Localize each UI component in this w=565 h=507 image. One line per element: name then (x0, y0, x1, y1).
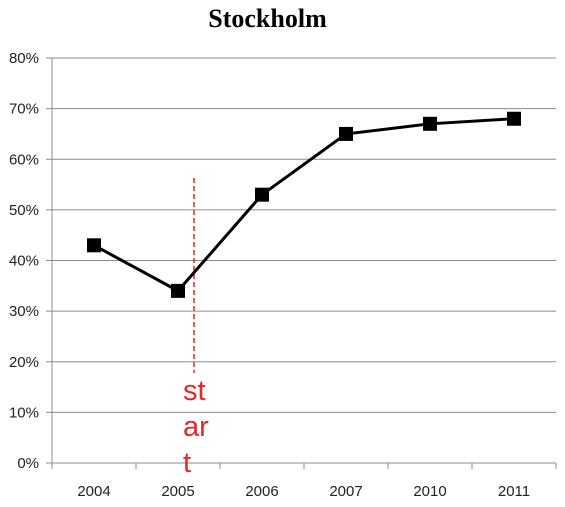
x-tick-label: 2011 (498, 483, 530, 500)
y-tick-label: 30% (9, 303, 39, 320)
x-tick-label: 2007 (329, 483, 362, 500)
data-point (255, 187, 269, 202)
y-tick-label: 20% (9, 354, 39, 371)
data-point (507, 111, 521, 126)
y-tick-label: 0% (17, 455, 39, 472)
annotation-text: st (183, 375, 206, 407)
data-point (423, 116, 437, 131)
data-point (339, 126, 353, 141)
series-line (93, 117, 515, 293)
y-tick-label: 70% (9, 101, 39, 118)
data-point (171, 283, 185, 298)
x-tick-label: 2006 (245, 483, 278, 500)
y-tick-label: 10% (9, 404, 39, 421)
annotation-text: t (183, 447, 191, 479)
x-tick-label: 2005 (161, 483, 194, 500)
x-tick-label: 2004 (77, 483, 110, 500)
chart-title: Stockholm (208, 4, 327, 33)
y-tick-label: 40% (9, 253, 39, 270)
y-tick-label: 60% (9, 151, 39, 168)
data-point (87, 238, 101, 253)
y-tick-label: 50% (9, 202, 39, 219)
x-tick-label: 2010 (413, 483, 446, 500)
y-tick-label: 80% (9, 50, 39, 67)
annotation-text: ar (183, 411, 209, 443)
